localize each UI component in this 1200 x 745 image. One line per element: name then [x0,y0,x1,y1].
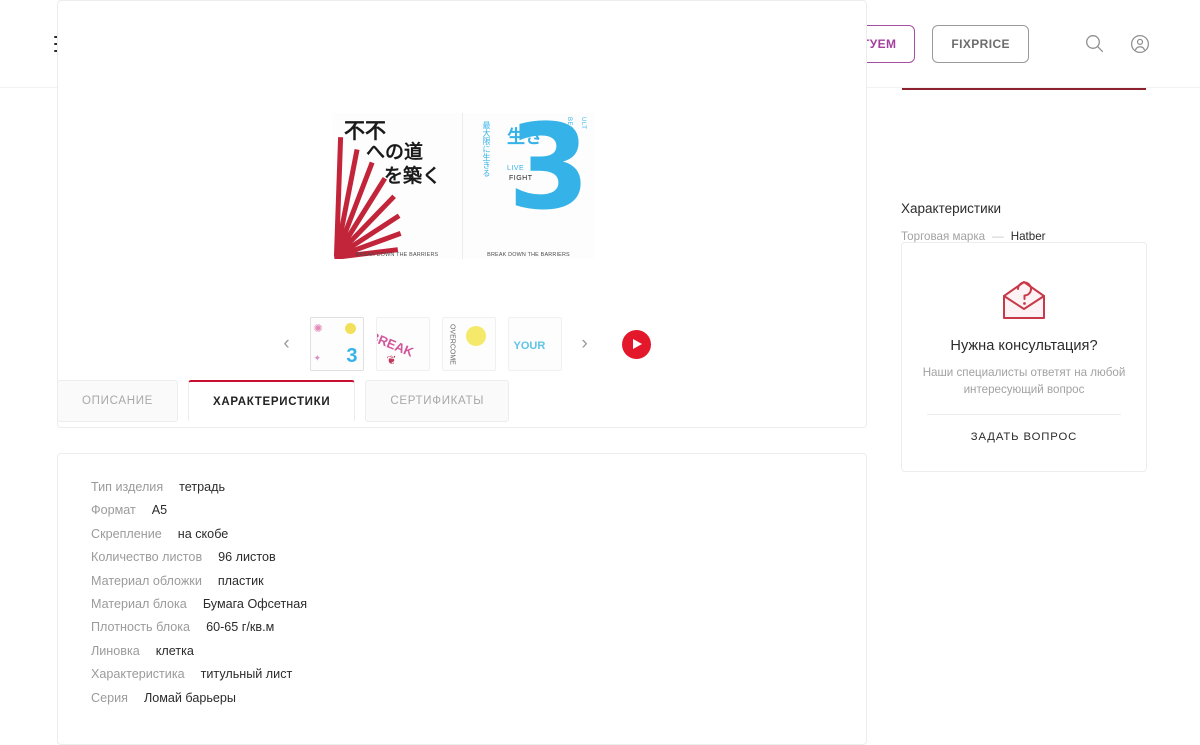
spec-value: пластик [217,573,264,588]
play-triangle-icon [632,339,642,349]
spec-row: Линовка клетка [91,644,866,667]
thumbnail-4[interactable]: YOUR [507,317,562,371]
spec-label: Материал блока [91,596,187,611]
spec-value: тетрадь [179,480,226,494]
tab-certificates[interactable]: СЕРТИФИКАТЫ [365,380,510,422]
spec-label: Плотность блока [91,620,191,635]
spec-value: А5 [151,503,168,518]
specifications-list: Тип изделия тетрадь Формат А5 Скрепление… [58,454,866,714]
thumbnail-2[interactable]: BREAK ❦ [375,317,430,371]
consultation-text: Наши специалисты ответят на любой интере… [922,366,1126,396]
spec-label: Линовка [91,643,140,658]
thumbnail-1[interactable]: ✺ 3 ✦ [309,317,364,371]
spec-label: Тип изделия [91,480,164,494]
spec-value: клетка [155,643,194,658]
header-icon-group [1085,34,1150,54]
search-icon[interactable] [1085,34,1104,53]
spec-row: Количество листов 96 листов [91,550,866,573]
tab-description[interactable]: ОПИСАНИЕ [57,380,179,422]
spec-row: Формат А5 [91,503,866,526]
spec-row: Материал обложки пластик [91,574,866,597]
spec-row: Плотность блока 60-65 г/кв.м [91,620,866,643]
sidebar-spec-value: Hatber [1010,230,1046,243]
cover-kanji-line1: 不不 [344,119,386,143]
consultation-heading: Нужна консультация? [950,338,1098,354]
cover-numeral: 3 [507,113,590,236]
spec-value: титульный лист [200,667,293,682]
user-account-icon[interactable] [1130,34,1150,54]
sidebar-spec-row: Торговая марка — Hatber [901,230,1063,250]
cover-text-fight: FIGHT [509,175,533,182]
carousel-next-arrow[interactable]: › [581,333,588,354]
pill-fixprice[interactable]: FIXPRICE [932,24,1029,63]
spec-label: Серия [91,690,128,705]
spec-label: Скрепление [91,526,162,541]
specifications-card: Тип изделия тетрадь Формат А5 Скрепление… [57,453,867,745]
consultation-card: Нужна консультация? Наши специалисты отв… [901,242,1147,472]
spec-row: Характеристика титульный лист [91,667,866,690]
cover-ray-graphic [334,131,426,259]
thumbnail-carousel: ‹ ✺ 3 ✦ BREAK ❦ OVERCOME YOUR › [58,259,866,427]
spec-label: Формат [91,503,136,518]
spec-value: Ломай барьеры [143,690,236,705]
cover-text-live: LIVE [507,165,525,172]
spec-value: 96 листов [218,550,276,565]
thumbnail-3[interactable]: OVERCOME [441,317,496,371]
cover-kanji-side: 最大限に生きる [482,121,491,177]
carousel-prev-arrow[interactable]: ‹ [283,333,290,354]
consultation-divider [927,413,1121,415]
notebook-cover-art: 不不 への道 を築く BREAK DOWN THE BARRIERS [332,113,594,259]
spec-label: Материал обложки [91,573,202,588]
cover-right-panel: 3 生き 最大限に生きる ULT BEST TO LIVE FIGHT BREA… [463,113,594,259]
spec-row: Скрепление на скобе [91,527,866,550]
spec-row: Материал блока Бумага Офсетная [91,597,866,620]
sidebar-spec-key: Торговая марка [901,230,986,243]
product-tabs: ОПИСАНИЕ ХАРАКТЕРИСТИКИ СЕРТИФИКАТЫ [57,380,510,422]
spec-row: Тип изделия тетрадь [91,480,866,503]
cover-kanji-line2: への道 [366,141,424,163]
spec-value: Бумага Офсетная [202,596,308,611]
spec-row: Серия Ломай барьеры [91,691,866,714]
cover-footer-text: BREAK DOWN THE BARRIERS [355,252,439,258]
spec-label: Количество листов [91,550,203,565]
sidebar-spec-dash: — [992,230,1004,243]
envelope-question-icon [994,276,1054,322]
spec-label: Характеристика [91,667,185,682]
cover-left-panel: 不不 への道 を築く BREAK DOWN THE BARRIERS [332,113,463,259]
tab-characteristics[interactable]: ХАРАКТЕРИСТИКИ [188,380,356,422]
spec-value: на скобе [177,526,229,541]
cover-text-best-to: BEST TO [566,117,572,146]
cover-text-ult: ULT [580,117,586,130]
sidebar-accent-rule [902,88,1146,90]
play-video-button[interactable] [621,329,651,359]
spec-value: 60-65 г/кв.м [206,620,275,635]
product-main-image[interactable]: 不不 への道 を築く BREAK DOWN THE BARRIERS [58,1,866,259]
cover-kanji-big: 生き [507,127,543,148]
sidebar-specs-title: Характеристики [901,201,1002,216]
cover-footer-text: BREAK DOWN THE BARRIERS [487,252,570,258]
ask-question-button[interactable]: ЗАДАТЬ ВОПРОС [970,430,1078,443]
cover-kanji-line3: を築く [384,165,442,187]
product-gallery-card: 不不 への道 を築く BREAK DOWN THE BARRIERS [57,0,867,428]
